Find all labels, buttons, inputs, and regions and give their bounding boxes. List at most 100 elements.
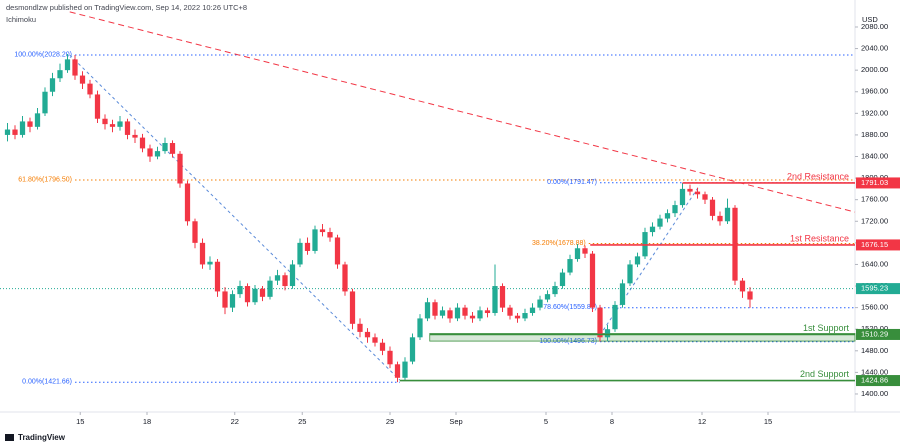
- candle-body: [214, 261, 221, 292]
- candle-body: [252, 288, 258, 303]
- candle-body: [169, 143, 176, 154]
- candle-body: [664, 213, 671, 219]
- candle-body: [649, 226, 656, 233]
- candle-body: [582, 248, 588, 254]
- candle-body: [334, 237, 341, 265]
- y-tick-label: 1760.00: [861, 195, 888, 204]
- candle-body: [297, 242, 303, 265]
- candle-body: [162, 143, 168, 152]
- candle-body: [634, 256, 641, 265]
- candle-body: [207, 261, 213, 265]
- candle-body: [357, 323, 363, 332]
- y-tick-label: 1880.00: [861, 130, 888, 139]
- y-tick-label: 1960.00: [861, 87, 888, 96]
- candle-body: [57, 70, 63, 79]
- fib-label: 100.00%(1496.73): [539, 338, 597, 345]
- candle-body: [244, 286, 251, 303]
- candle-body: [739, 280, 746, 292]
- level-name: 1st Support: [803, 323, 850, 333]
- x-tick-label: 18: [143, 417, 151, 426]
- candle-body: [4, 129, 11, 135]
- candle-body: [199, 242, 206, 265]
- candle-body: [454, 307, 461, 319]
- candle-body: [72, 59, 78, 76]
- y-tick-label: 1400.00: [861, 389, 888, 398]
- candle-body: [702, 194, 708, 200]
- candle-body: [184, 183, 191, 222]
- candle-body: [529, 307, 536, 314]
- candle-body: [679, 188, 686, 206]
- candle-body: [94, 94, 101, 119]
- candle-body: [477, 310, 483, 319]
- candle-body: [132, 134, 138, 138]
- candle-body: [439, 310, 446, 316]
- candle-body: [462, 307, 468, 316]
- candle-body: [432, 302, 438, 316]
- y-tick-label: 1520.00: [861, 324, 888, 333]
- candle-body: [12, 129, 18, 135]
- candle-body: [117, 121, 123, 127]
- y-tick-label: 1560.00: [861, 303, 888, 312]
- candle-body: [604, 329, 611, 338]
- level-price-label: 1791.03: [861, 178, 888, 187]
- candle-body: [267, 280, 273, 297]
- candle-body: [424, 302, 431, 319]
- candle-body: [559, 272, 566, 287]
- candle-body: [537, 299, 543, 308]
- candle-body: [349, 291, 356, 324]
- y-tick-label: 1920.00: [861, 108, 888, 117]
- candle-body: [304, 242, 311, 251]
- fib-label: 0.00%(1791.47): [547, 179, 597, 186]
- candle-body: [327, 232, 333, 238]
- candle-body: [79, 75, 86, 84]
- candle-body: [567, 259, 573, 273]
- y-tick-label: 1640.00: [861, 259, 888, 268]
- candle-body: [282, 275, 288, 287]
- candle-body: [409, 337, 416, 362]
- candle-body: [42, 91, 48, 114]
- header: desmondlzw published on TradingView.com,…: [6, 3, 247, 12]
- fib-label: 78.60%(1559.81): [543, 304, 597, 311]
- candle-body: [469, 315, 476, 319]
- fib-label: 0.00%(1421.66): [22, 379, 72, 386]
- candle-body: [552, 286, 558, 295]
- candle-body: [417, 318, 423, 338]
- candle-body: [657, 218, 663, 227]
- level-price-label: 1510.29: [861, 329, 888, 338]
- candle-body: [87, 83, 93, 95]
- candle-body: [387, 350, 393, 365]
- level-price-label: 1424.86: [861, 376, 888, 385]
- candle-body: [27, 121, 33, 127]
- y-tick-label: 1840.00: [861, 151, 888, 160]
- candle-body: [49, 78, 56, 92]
- x-tick-label: Sep: [449, 417, 462, 426]
- candle-body: [589, 253, 596, 308]
- indicator-label: Ichimoku: [6, 15, 36, 24]
- candle-body: [274, 275, 281, 281]
- candle-body: [484, 310, 491, 314]
- candle-body: [379, 342, 386, 351]
- candle-body: [522, 313, 528, 319]
- candle-body: [342, 264, 348, 292]
- candle-body: [192, 221, 198, 243]
- x-tick-label: 29: [386, 417, 394, 426]
- trend-line: [69, 54, 401, 381]
- candle-body: [724, 207, 731, 222]
- candle-body: [447, 310, 453, 319]
- logo-icon: [5, 434, 14, 441]
- x-tick-label: 12: [698, 417, 706, 426]
- candle-body: [619, 283, 626, 305]
- candle-body: [492, 286, 498, 314]
- candle-body: [19, 121, 26, 135]
- candle-body: [507, 307, 513, 316]
- candle-body: [364, 331, 371, 338]
- level-price-label: 1676.15: [861, 240, 888, 249]
- candle-body: [109, 124, 116, 127]
- fib-label: 38.20%(1678.88): [532, 240, 586, 247]
- candle-body: [64, 59, 71, 71]
- x-tick-label: 5: [544, 417, 548, 426]
- candle-body: [597, 307, 603, 338]
- level-name: 2nd Resistance: [787, 171, 849, 181]
